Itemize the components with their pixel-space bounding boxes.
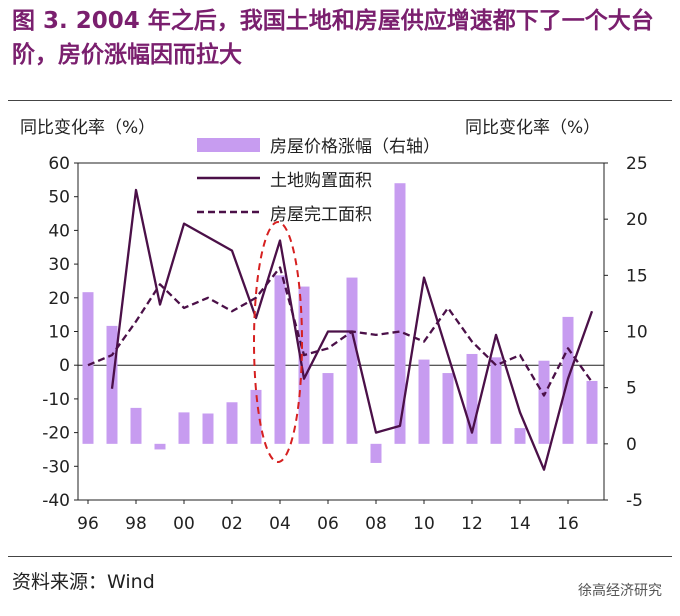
x-tick-label: 96 bbox=[77, 514, 99, 534]
price-bar bbox=[466, 353, 478, 444]
price-bar bbox=[322, 373, 334, 444]
legend: 房屋价格涨幅（右轴） 土地购置面积 房屋完工面积 bbox=[197, 137, 440, 225]
right-tick-label: 25 bbox=[626, 154, 648, 174]
price-bar bbox=[298, 286, 310, 444]
chart: 同比变化率（%） 同比变化率（%） 6050403020100-10-20-30… bbox=[20, 118, 648, 534]
right-tick-label: -5 bbox=[626, 491, 643, 511]
legend-bar-label: 房屋价格涨幅（右轴） bbox=[270, 137, 440, 157]
left-tick-label: 50 bbox=[48, 188, 70, 208]
x-tick-label: 10 bbox=[413, 514, 435, 534]
left-tick-label: 40 bbox=[48, 221, 70, 241]
left-tick-label: 20 bbox=[48, 289, 70, 309]
watermark: 徐高经济研究 bbox=[578, 583, 662, 599]
price-bar bbox=[154, 443, 166, 450]
price-bar bbox=[178, 412, 190, 444]
left-tick-label: 30 bbox=[48, 255, 70, 275]
legend-land-label: 土地购置面积 bbox=[270, 171, 372, 191]
x-tick-label: 02 bbox=[221, 514, 243, 534]
land-purchase-line bbox=[110, 188, 594, 471]
price-bar bbox=[130, 407, 142, 444]
price-bar bbox=[250, 389, 262, 444]
x-tick-label: 12 bbox=[461, 514, 483, 534]
right-tick-label: 5 bbox=[626, 379, 637, 399]
right-tick-label: 10 bbox=[626, 323, 648, 343]
price-bar bbox=[202, 413, 214, 444]
bottom-rule bbox=[8, 556, 672, 557]
price-bar bbox=[514, 428, 526, 444]
source-note: 资料来源：Wind bbox=[12, 571, 155, 593]
legend-bar-swatch bbox=[197, 138, 260, 152]
right-tick-label: 0 bbox=[626, 435, 637, 455]
x-tick-label: 00 bbox=[173, 514, 195, 534]
x-tick-label: 08 bbox=[365, 514, 387, 534]
price-bar bbox=[394, 183, 406, 444]
right-axis-label: 同比变化率（%） bbox=[465, 118, 600, 138]
price-bar bbox=[418, 359, 430, 444]
x-tick-label: 98 bbox=[125, 514, 147, 534]
price-bar bbox=[82, 292, 94, 444]
highlight-ellipse bbox=[253, 221, 303, 463]
chart-title: 图 3. 2004 年之后，我国土地和房屋供应增速都下了一个大台阶，房价涨幅因而… bbox=[12, 8, 654, 68]
right-tick-label: 15 bbox=[626, 266, 648, 286]
left-tick-label: -30 bbox=[42, 457, 70, 477]
price-bar bbox=[490, 357, 502, 444]
left-tick-label: -10 bbox=[42, 390, 70, 410]
left-tick-label: -40 bbox=[42, 491, 70, 511]
left-tick-label: -20 bbox=[42, 424, 70, 444]
left-axis-label: 同比变化率（%） bbox=[20, 118, 155, 138]
price-bar bbox=[346, 277, 358, 444]
price-bar bbox=[370, 443, 382, 463]
x-tick-label: 04 bbox=[269, 514, 291, 534]
price-bar bbox=[274, 275, 286, 444]
x-tick-label: 06 bbox=[317, 514, 339, 534]
left-tick-label: 10 bbox=[48, 323, 70, 343]
x-tick-label: 16 bbox=[557, 514, 579, 534]
left-tick-label: 0 bbox=[59, 356, 70, 376]
price-bar bbox=[226, 402, 238, 444]
legend-completed-label: 房屋完工面积 bbox=[270, 205, 372, 225]
top-rule bbox=[8, 100, 672, 101]
price-bar bbox=[442, 373, 454, 444]
price-bar bbox=[538, 360, 550, 444]
left-tick-label: 60 bbox=[48, 154, 70, 174]
right-tick-label: 20 bbox=[626, 210, 648, 230]
x-tick-label: 14 bbox=[509, 514, 531, 534]
price-bar bbox=[586, 380, 598, 444]
